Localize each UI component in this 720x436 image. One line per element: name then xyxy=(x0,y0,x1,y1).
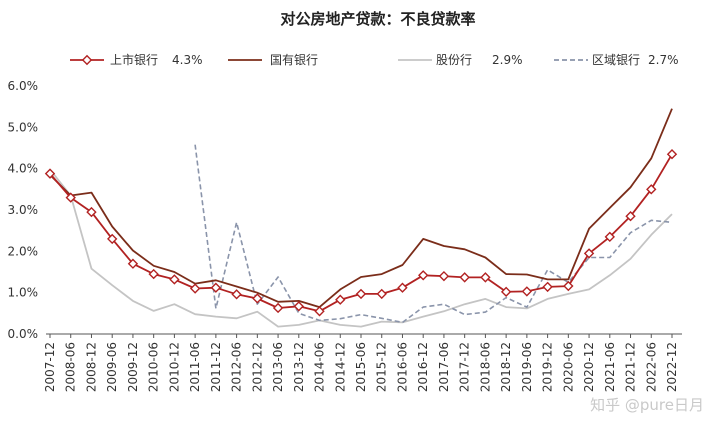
x-tick-label: 2017-06 xyxy=(437,342,451,392)
x-tick-label: 2014-12 xyxy=(333,342,347,392)
data-point xyxy=(625,211,636,222)
x-tick-label: 2016-06 xyxy=(395,342,409,392)
x-tick-label: 2009-06 xyxy=(105,342,119,392)
x-tick-label: 2020-12 xyxy=(582,342,596,392)
legend-marker xyxy=(81,54,93,66)
legend: 上市银行 4.3% 国有银行 股份行 2.9% 区域银行 2.7% xyxy=(70,52,679,67)
data-point xyxy=(148,268,159,280)
data-point xyxy=(335,294,346,305)
x-tick-label: 2009-12 xyxy=(126,342,140,392)
data-point xyxy=(231,289,242,300)
legend-item: 股份行 2.9% xyxy=(398,53,523,67)
legend-value: 2.7% xyxy=(648,53,679,67)
x-tick-label: 2013-06 xyxy=(271,342,285,392)
data-point xyxy=(500,286,512,298)
data-point xyxy=(666,149,678,160)
legend-value: 2.9% xyxy=(492,53,523,67)
data-point xyxy=(480,272,491,283)
data-point xyxy=(418,270,429,281)
x-tick-label: 2013-12 xyxy=(292,342,306,392)
legend-value: 4.3% xyxy=(172,53,203,67)
x-tick-label: 2016-12 xyxy=(416,342,430,392)
data-point xyxy=(65,192,76,203)
legend-label: 上市银行 xyxy=(110,52,158,67)
series-1 xyxy=(44,149,678,317)
x-tick-label: 2021-12 xyxy=(624,342,638,392)
data-point xyxy=(355,288,367,300)
x-tick-label: 2021-06 xyxy=(603,342,617,392)
data-point xyxy=(646,184,657,195)
data-point xyxy=(210,282,222,293)
data-point xyxy=(169,274,180,285)
data-point xyxy=(127,258,139,269)
series-line xyxy=(49,168,673,328)
x-tick-label: 2010-12 xyxy=(167,342,181,392)
x-tick-label: 2018-12 xyxy=(499,342,513,392)
data-point xyxy=(563,280,574,292)
y-axis: 0.0% 1.0% 2.0% 3.0% 4.0% 5.0% 6.0% xyxy=(8,79,39,341)
data-point xyxy=(86,206,97,218)
y-tick-label: 3.0% xyxy=(8,203,39,217)
data-point xyxy=(252,293,263,304)
series-2 xyxy=(49,108,673,308)
y-tick-label: 0.0% xyxy=(8,327,39,341)
legend-label: 国有银行 xyxy=(270,53,318,67)
data-point xyxy=(376,288,387,300)
x-tick-label: 2014-06 xyxy=(313,342,327,392)
data-point xyxy=(438,270,450,282)
data-point xyxy=(314,306,325,317)
series-3 xyxy=(49,168,673,328)
x-tick-label: 2008-06 xyxy=(64,342,78,392)
x-tick-label: 2017-12 xyxy=(458,342,472,392)
legend-label: 区域银行 xyxy=(592,53,640,67)
data-point xyxy=(583,248,595,259)
data-point xyxy=(397,282,408,293)
data-point xyxy=(107,233,118,245)
x-tick-label: 2012-12 xyxy=(250,342,264,392)
data-point xyxy=(459,272,470,283)
x-tick-label: 2018-06 xyxy=(478,342,492,392)
legend-item: 上市银行 4.3% xyxy=(70,52,203,67)
x-tick-label: 2022-12 xyxy=(665,342,679,392)
data-point xyxy=(189,283,201,294)
x-tick-label: 2008-12 xyxy=(84,342,98,392)
data-point xyxy=(521,286,533,297)
y-tick-label: 6.0% xyxy=(8,79,39,93)
series-line xyxy=(49,108,673,308)
x-tick-label: 2011-06 xyxy=(188,342,202,392)
x-tick-label: 2010-06 xyxy=(147,342,161,392)
x-tick-label: 2019-12 xyxy=(541,342,555,392)
series-line xyxy=(49,153,673,313)
data-point xyxy=(293,301,304,312)
data-point xyxy=(272,302,284,314)
x-tick-label: 2012-06 xyxy=(230,342,244,392)
legend-label: 股份行 xyxy=(436,53,472,67)
data-point xyxy=(604,231,615,243)
x-tick-label: 2015-06 xyxy=(354,342,368,392)
x-tick-label: 2019-06 xyxy=(520,342,534,392)
legend-item: 区域银行 2.7% xyxy=(554,53,679,67)
x-tick-label: 2015-12 xyxy=(375,342,389,392)
x-tick-label: 2020-06 xyxy=(561,342,575,392)
x-tick-label: 2022-06 xyxy=(644,342,658,392)
watermark: 知乎 @pure日月 xyxy=(590,396,704,414)
y-tick-label: 1.0% xyxy=(8,286,39,300)
series-4 xyxy=(194,144,673,324)
y-tick-label: 2.0% xyxy=(8,244,39,258)
x-tick-label: 2007-12 xyxy=(43,342,57,392)
data-point xyxy=(44,168,56,179)
x-tick-label: 2011-12 xyxy=(209,342,223,392)
y-tick-label: 4.0% xyxy=(8,162,39,176)
legend-item: 国有银行 xyxy=(228,53,318,67)
x-axis: 2007-12 2008-06 2008-12 2009-06 2009-12 2010-… xyxy=(43,334,679,392)
series-line xyxy=(194,144,673,324)
chart-title: 对公房地产贷款：不良贷款率 xyxy=(280,10,475,28)
y-tick-label: 5.0% xyxy=(8,120,39,134)
data-point xyxy=(542,281,553,293)
series-layer xyxy=(44,108,678,328)
